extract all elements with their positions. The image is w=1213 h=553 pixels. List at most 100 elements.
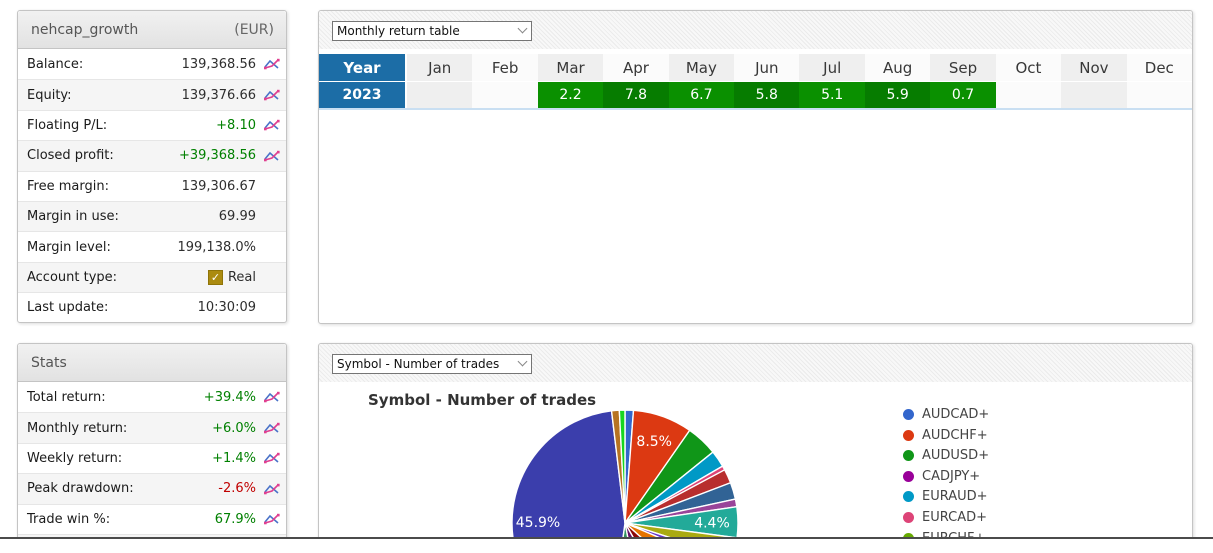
pie-slice[interactable] bbox=[511, 410, 626, 553]
legend-label: AUDCHF+ bbox=[922, 427, 988, 443]
account-row-value: 10:30:09 bbox=[197, 300, 256, 316]
account-row: Margin level: 199,138.0% bbox=[18, 231, 286, 261]
legend-color-dot bbox=[903, 512, 914, 523]
month-value-cell: 5.8 bbox=[734, 82, 800, 108]
mini-chart-icon[interactable] bbox=[264, 89, 280, 101]
mini-chart-icon[interactable] bbox=[264, 391, 280, 403]
month-value-cell bbox=[995, 82, 1062, 108]
chart-icon-slot bbox=[256, 422, 280, 434]
account-row-value: Real bbox=[227, 269, 256, 285]
legend-label: AUDUSD+ bbox=[922, 448, 990, 464]
month-header-cell: Aug bbox=[864, 54, 931, 82]
month-value-cell: 7.8 bbox=[603, 82, 669, 108]
account-row: Closed profit: +39,368.56 bbox=[18, 140, 286, 171]
legend-item: EURAUD+ bbox=[903, 489, 988, 504]
pie-slice-label: 4.4% bbox=[694, 516, 730, 532]
mini-chart-icon[interactable] bbox=[264, 58, 280, 70]
month-value-cell bbox=[472, 82, 538, 108]
month-value-cell: 5.1 bbox=[799, 82, 865, 108]
account-row: Floating P/L: +8.10 bbox=[18, 109, 286, 140]
stats-row: Weekly return: +1.4% bbox=[18, 442, 286, 473]
legend-item: AUDCAD+ bbox=[903, 407, 989, 422]
monthly-view-select[interactable]: Monthly return table bbox=[332, 21, 532, 41]
legend-label: CADJPY+ bbox=[922, 468, 981, 484]
legend-item: CADJPY+ bbox=[903, 469, 980, 484]
mini-chart-icon[interactable] bbox=[264, 150, 280, 162]
stats-row-label: Weekly return: bbox=[27, 450, 123, 466]
legend-label: EURAUD+ bbox=[922, 489, 988, 505]
mini-chart-icon[interactable] bbox=[264, 483, 280, 495]
account-row-value: 69.99 bbox=[218, 209, 256, 225]
year-header-cell: Year bbox=[319, 54, 407, 82]
stats-row-value: 67.9% bbox=[214, 511, 256, 527]
month-header-cell: Jan bbox=[407, 54, 473, 82]
monthly-return-panel: Monthly return table Year Jan Feb Mar Apr May… bbox=[318, 10, 1193, 324]
month-header-cell: Feb bbox=[472, 54, 538, 82]
legend-color-dot bbox=[903, 491, 914, 503]
year-cell: 2023 bbox=[319, 82, 407, 108]
legend-color-dot bbox=[903, 409, 914, 420]
legend-color-dot bbox=[903, 450, 914, 462]
symbol-pie-chart: 8.5% 4.4% 45.9% bbox=[511, 409, 739, 553]
chart-icon-slot bbox=[256, 119, 280, 131]
month-header-cell: Nov bbox=[1061, 54, 1127, 82]
chart-icon-slot bbox=[256, 89, 280, 101]
chart-icon-slot bbox=[256, 483, 280, 495]
mini-chart-icon[interactable] bbox=[264, 422, 280, 434]
account-currency: (EUR) bbox=[234, 21, 274, 38]
legend-item: EURCAD+ bbox=[903, 510, 987, 525]
account-row-label: Margin level: bbox=[27, 239, 111, 255]
month-header-cell: Dec bbox=[1126, 54, 1192, 82]
stats-row-label: Peak drawdown: bbox=[27, 481, 134, 497]
account-row-label: Floating P/L: bbox=[27, 117, 108, 133]
viewport-bottom-line bbox=[0, 537, 1213, 539]
pie-slice-label: 8.5% bbox=[636, 434, 672, 450]
stats-row-value: +1.4% bbox=[212, 450, 256, 466]
month-header-cell: Jun bbox=[734, 54, 800, 82]
month-header-cell: May bbox=[668, 54, 735, 82]
account-row-label: Closed profit: bbox=[27, 148, 114, 164]
legend-label: AUDCAD+ bbox=[922, 407, 990, 422]
month-header-cell: Sep bbox=[930, 54, 996, 82]
chart-icon-slot bbox=[256, 391, 280, 403]
stats-row-value: +39.4% bbox=[203, 389, 256, 405]
month-header-cell: Jul bbox=[799, 54, 865, 82]
symbol-chart-area: Symbol - Number of trades 8.5% 4.4% 45.9% … bbox=[319, 382, 1192, 553]
account-row: Balance: 139,368.56 bbox=[18, 49, 286, 79]
chart-icon-slot bbox=[256, 452, 280, 464]
pie-chart-title: Symbol - Number of trades bbox=[368, 391, 597, 409]
month-value-cell: 0.7 bbox=[930, 82, 996, 108]
account-panel: nehcap_growth (EUR) Balance: 139,368.56 Eq… bbox=[17, 10, 287, 323]
account-panel-header: nehcap_growth (EUR) bbox=[18, 11, 286, 49]
account-row-value: +39,368.56 bbox=[178, 148, 256, 164]
mini-chart-icon[interactable] bbox=[264, 452, 280, 464]
month-value-cell: 5.9 bbox=[864, 82, 931, 108]
symbol-trades-panel: Symbol - Number of trades Symbol - Numbe… bbox=[318, 343, 1193, 553]
legend-color-dot bbox=[903, 429, 914, 441]
mini-chart-icon[interactable] bbox=[264, 513, 280, 525]
mini-chart-icon[interactable] bbox=[264, 119, 280, 131]
monthly-return-table: Year Jan Feb Mar Apr May Jun Jul Aug Sep Oct Nov Dec… bbox=[319, 54, 1192, 110]
legend-item: AUDCHF+ bbox=[903, 428, 988, 443]
account-row-label: Last update: bbox=[27, 300, 109, 316]
account-row: Account type: ✓ Real bbox=[18, 261, 286, 293]
account-row-label: Balance: bbox=[27, 56, 84, 72]
stats-row: Trade win %: 67.9% bbox=[18, 503, 286, 534]
stats-row-label: Monthly return: bbox=[27, 420, 128, 436]
month-value-cell bbox=[1126, 82, 1192, 108]
account-type-checkbox[interactable]: ✓ bbox=[207, 269, 223, 285]
below-viewport bbox=[0, 539, 1213, 553]
stats-panel: Stats Total return: +39.4% Monthly return:… bbox=[17, 343, 287, 553]
account-row: Equity: 139,376.66 bbox=[18, 79, 286, 110]
account-row: Margin in use: 69.99 bbox=[18, 200, 286, 232]
pie-slice[interactable] bbox=[618, 409, 626, 524]
legend-color-dot bbox=[903, 470, 914, 482]
stats-row: Peak drawdown: -2.6% bbox=[18, 473, 286, 504]
symbol-view-select[interactable]: Symbol - Number of trades bbox=[332, 354, 532, 374]
month-value-cell: 6.7 bbox=[668, 82, 735, 108]
month-table-data-row: 2023 2.2 7.8 6.7 5.8 5.1 5.9 0.7 bbox=[319, 82, 1192, 110]
account-row-label: Equity: bbox=[27, 87, 72, 103]
legend-item: AUDUSD+ bbox=[903, 448, 989, 463]
month-value-cell bbox=[1061, 82, 1127, 108]
